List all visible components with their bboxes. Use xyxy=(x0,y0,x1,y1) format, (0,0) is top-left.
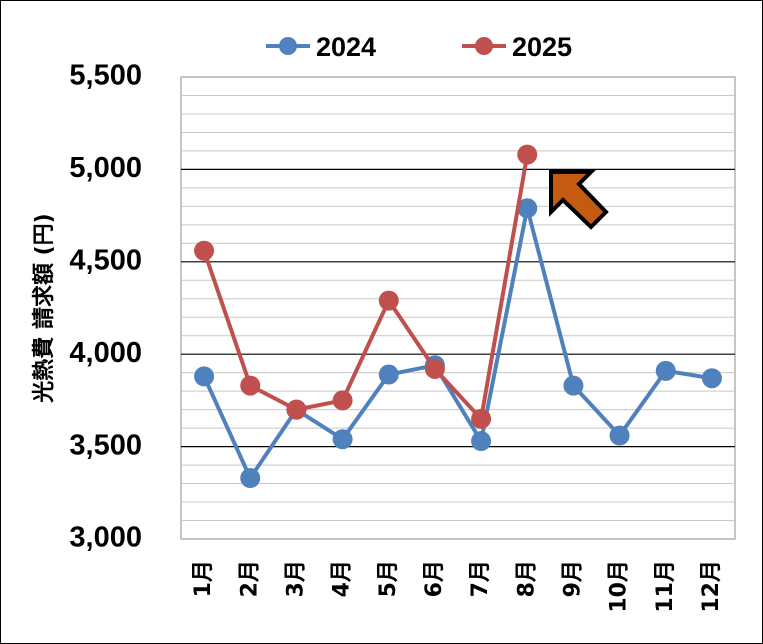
x-tick-label: 3月 xyxy=(283,560,308,597)
data-point xyxy=(424,358,445,379)
x-tick-label: 8月 xyxy=(514,560,539,597)
data-point xyxy=(194,240,215,261)
x-tick-label: 11月 xyxy=(653,560,678,613)
y-tick-label: 5,000 xyxy=(69,152,142,184)
minor-gridlines xyxy=(181,94,735,522)
data-point xyxy=(471,408,492,429)
y-tick-label: 3,500 xyxy=(69,429,142,461)
legend-label-2024: 2024 xyxy=(316,32,376,62)
legend: 2024 2025 xyxy=(266,32,572,62)
x-tick-label: 4月 xyxy=(330,560,355,597)
x-tick-label: 10月 xyxy=(607,560,632,613)
data-point xyxy=(240,375,261,396)
data-point xyxy=(701,368,722,389)
data-point xyxy=(240,468,261,489)
data-point xyxy=(471,431,492,452)
x-tick-label: 5月 xyxy=(376,560,401,597)
series-layer xyxy=(194,144,722,489)
data-point xyxy=(378,290,399,311)
x-tick-label: 1月 xyxy=(191,560,216,597)
legend-label-2025: 2025 xyxy=(512,32,572,62)
legend-item-2024: 2024 xyxy=(266,32,376,62)
data-point xyxy=(332,429,353,450)
data-point xyxy=(655,360,676,381)
data-point xyxy=(332,390,353,411)
x-tick-label: 12月 xyxy=(699,560,724,613)
data-point xyxy=(378,364,399,385)
data-point xyxy=(609,425,630,446)
series-line-2024 xyxy=(202,206,713,481)
y-tick-label: 5,500 xyxy=(69,60,142,92)
legend-item-2025: 2025 xyxy=(462,32,572,62)
data-point xyxy=(194,366,215,387)
y-tick-label: 3,000 xyxy=(69,522,142,554)
x-tick-label: 9月 xyxy=(560,560,585,597)
y-axis-tick-labels: 3,000 3,500 4,000 4,500 5,000 5,500 xyxy=(69,60,142,554)
y-tick-label: 4,500 xyxy=(69,244,142,276)
data-point xyxy=(563,375,584,396)
plot-area xyxy=(180,76,736,540)
up-left-arrow-icon xyxy=(549,170,609,230)
series-2025 xyxy=(194,144,538,429)
data-point xyxy=(286,399,307,420)
x-tick-label: 2月 xyxy=(237,560,262,597)
y-axis-label: 光熱費 請求額 (円) xyxy=(31,213,57,403)
legend-marker-2025 xyxy=(475,37,493,55)
x-tick-label: 6月 xyxy=(422,560,447,597)
y-tick-label: 4,000 xyxy=(69,337,142,369)
x-axis-tick-labels: 1月 2月 3月 4月 5月 6月 7月 8月 9月 10月 11月 12月 xyxy=(191,560,724,613)
data-point xyxy=(517,144,538,165)
legend-marker-2024 xyxy=(279,37,297,55)
data-point xyxy=(517,198,538,219)
x-tick-label: 7月 xyxy=(468,560,493,597)
